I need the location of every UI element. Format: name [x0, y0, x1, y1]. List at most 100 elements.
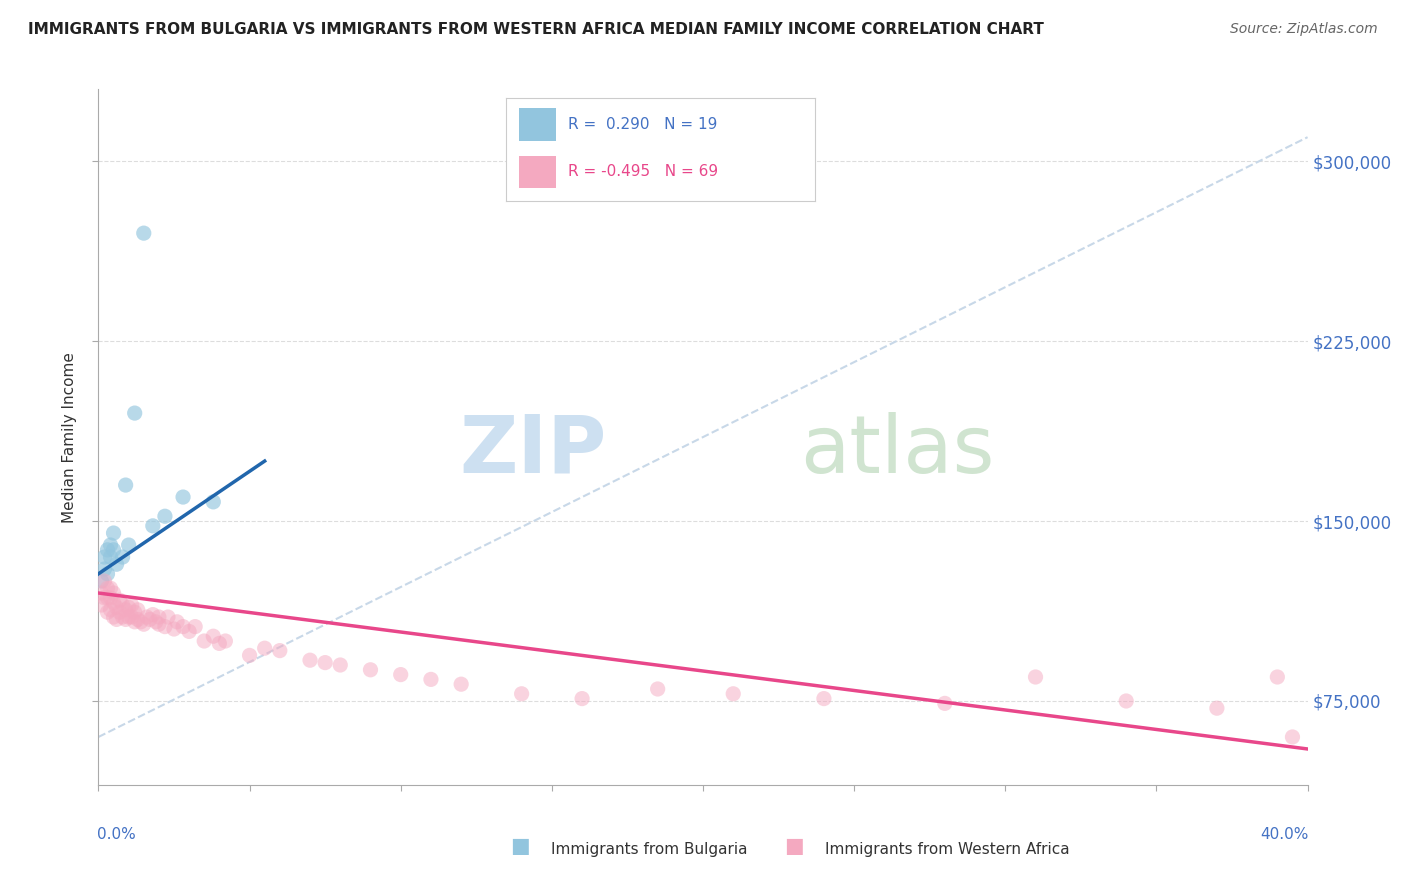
Text: ■: ■	[785, 836, 804, 855]
Text: IMMIGRANTS FROM BULGARIA VS IMMIGRANTS FROM WESTERN AFRICA MEDIAN FAMILY INCOME : IMMIGRANTS FROM BULGARIA VS IMMIGRANTS F…	[28, 22, 1045, 37]
Point	[166, 615, 188, 629]
Point	[96, 605, 118, 619]
Point	[114, 612, 136, 626]
Point	[184, 619, 207, 633]
Point	[202, 629, 225, 643]
Point	[103, 526, 125, 541]
Point	[93, 562, 115, 576]
Point	[100, 591, 122, 605]
Point	[389, 667, 412, 681]
Point	[269, 643, 291, 657]
Point	[108, 593, 131, 607]
Point	[145, 615, 167, 629]
Point	[142, 607, 165, 622]
Point	[153, 619, 176, 633]
Point	[100, 538, 122, 552]
Point	[163, 622, 186, 636]
Point	[1267, 670, 1289, 684]
Point	[118, 600, 141, 615]
Text: R =  0.290   N = 19: R = 0.290 N = 19	[568, 117, 717, 132]
Point	[90, 586, 112, 600]
Point	[103, 542, 125, 557]
Point	[253, 641, 276, 656]
Point	[100, 603, 122, 617]
Point	[172, 490, 194, 504]
Point	[121, 598, 143, 612]
Point	[148, 610, 170, 624]
Point	[172, 619, 194, 633]
Point	[114, 603, 136, 617]
Point	[124, 406, 146, 420]
Point	[1024, 670, 1046, 684]
Point	[96, 581, 118, 595]
Point	[1115, 694, 1137, 708]
Point	[103, 586, 125, 600]
Point	[124, 615, 146, 629]
Point	[96, 591, 118, 605]
Point	[214, 634, 236, 648]
Text: Source: ZipAtlas.com: Source: ZipAtlas.com	[1230, 22, 1378, 37]
Text: atlas: atlas	[800, 412, 994, 490]
Point	[723, 687, 745, 701]
Point	[111, 549, 134, 564]
Text: Immigrants from Bulgaria: Immigrants from Bulgaria	[551, 842, 748, 856]
Y-axis label: Median Family Income: Median Family Income	[62, 351, 77, 523]
Point	[142, 519, 165, 533]
Point	[103, 596, 125, 610]
Point	[314, 656, 336, 670]
Text: ZIP: ZIP	[458, 412, 606, 490]
Point	[132, 226, 155, 240]
Text: 40.0%: 40.0%	[1260, 827, 1309, 842]
Text: 0.0%: 0.0%	[97, 827, 136, 842]
Point	[127, 612, 149, 626]
Point	[571, 691, 593, 706]
Point	[153, 509, 176, 524]
Point	[148, 617, 170, 632]
Point	[135, 610, 157, 624]
Point	[118, 610, 141, 624]
Point	[510, 687, 533, 701]
Point	[129, 615, 152, 629]
Point	[90, 574, 112, 588]
Point	[103, 610, 125, 624]
Bar	[519, 155, 555, 188]
Point	[202, 495, 225, 509]
Point	[124, 605, 146, 619]
Point	[93, 574, 115, 588]
Point	[208, 636, 231, 650]
Point	[156, 610, 179, 624]
Point	[118, 538, 141, 552]
Point	[193, 634, 215, 648]
Point	[121, 610, 143, 624]
Point	[934, 697, 956, 711]
Point	[179, 624, 201, 639]
Bar	[519, 108, 555, 141]
Point	[100, 549, 122, 564]
Point	[647, 681, 669, 696]
Point	[420, 673, 443, 687]
Point	[239, 648, 262, 663]
Point	[111, 610, 134, 624]
Point	[105, 612, 128, 626]
Point	[813, 691, 835, 706]
Text: R = -0.495   N = 69: R = -0.495 N = 69	[568, 164, 718, 179]
Point	[105, 558, 128, 572]
Point	[96, 542, 118, 557]
Point	[1206, 701, 1229, 715]
Point	[96, 566, 118, 581]
Point	[114, 478, 136, 492]
Text: Immigrants from Western Africa: Immigrants from Western Africa	[825, 842, 1070, 856]
Point	[90, 598, 112, 612]
Point	[93, 549, 115, 564]
Point	[132, 617, 155, 632]
Point	[360, 663, 382, 677]
Point	[299, 653, 322, 667]
Point	[127, 603, 149, 617]
Point	[100, 581, 122, 595]
Point	[111, 598, 134, 612]
Point	[1281, 730, 1303, 744]
Point	[93, 591, 115, 605]
Point	[450, 677, 472, 691]
Point	[108, 605, 131, 619]
Text: ■: ■	[510, 836, 530, 855]
